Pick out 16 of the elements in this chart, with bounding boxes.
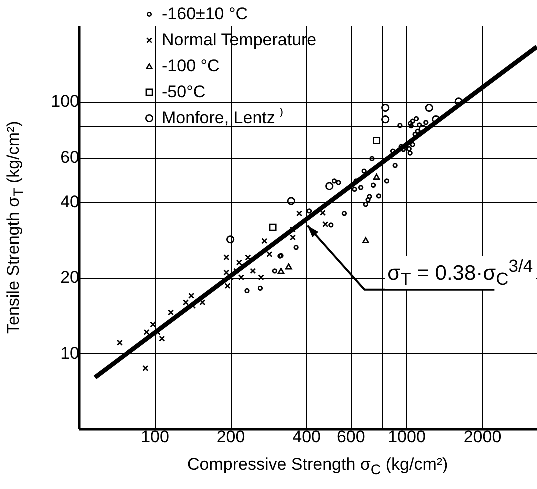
y-tick-label: 100: [51, 92, 80, 112]
legend-label: -160±10 °C: [162, 4, 248, 24]
legend-label: -50°C: [162, 82, 206, 102]
x-tick-label: 100: [141, 428, 170, 446]
y-tick-label: 20: [60, 268, 80, 288]
y-tick-label: 40: [60, 192, 80, 212]
legend-label: -100 °C: [162, 56, 220, 76]
x-tick-label: 2000: [464, 428, 502, 446]
x-tick-label: 200: [216, 428, 246, 446]
x-tick-label: 1000: [388, 428, 426, 446]
x-axis-title: Compressive Strength σ$_{C}$ (kg/cm²): [188, 455, 448, 478]
x-tick-label: 600: [336, 428, 366, 446]
legend-label: Monfore, Lentz ⁾: [162, 108, 284, 128]
x-tick-label: 400: [292, 428, 322, 446]
y-tick-label: 60: [60, 148, 80, 168]
y-tick-label: 10: [60, 344, 80, 363]
